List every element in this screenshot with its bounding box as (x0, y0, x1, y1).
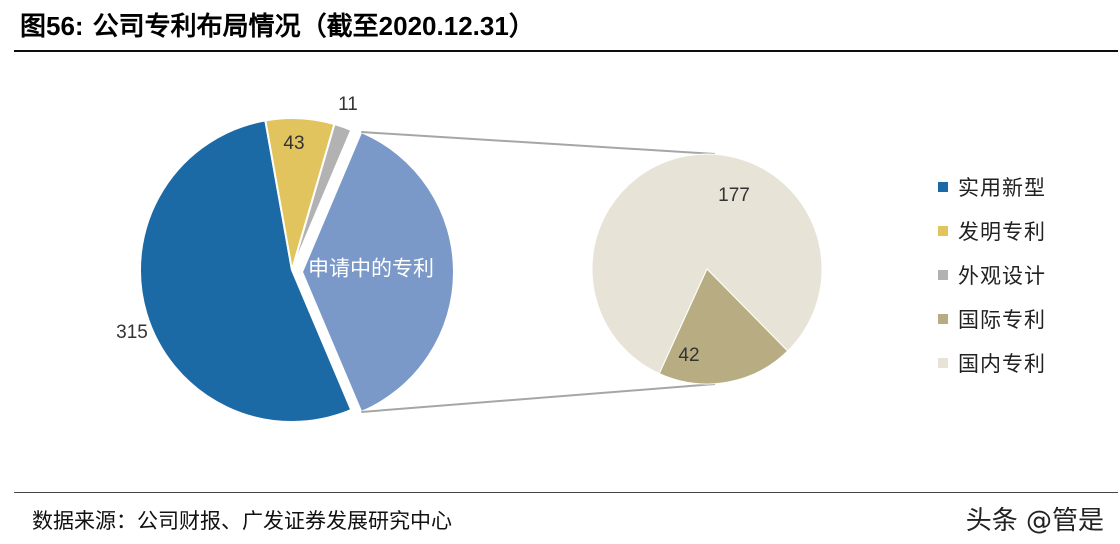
sub-pie-slice (658, 268, 789, 385)
main-pie-slice (139, 119, 353, 424)
legend-item: 外观设计 (938, 253, 1046, 297)
title-divider (14, 50, 1118, 52)
main-pie-label: 申请中的专利 (308, 258, 434, 281)
main-pie-slice (291, 122, 353, 271)
legend-item: 实用新型 (938, 165, 1046, 209)
figure-date: 2020.12.31 (378, 11, 509, 41)
figure-title: 图56: 公司专利布局情况（截至2020.12.31） (20, 2, 535, 50)
legend-swatch (938, 270, 948, 280)
legend-item: 国际专利 (938, 297, 1046, 341)
connector-line (361, 383, 716, 413)
legend-label: 国内专利 (958, 352, 1046, 376)
legend-swatch (938, 226, 948, 236)
figure-title-suffix: ） (508, 12, 535, 42)
sub-pie-slice (591, 153, 823, 375)
legend-label: 实用新型 (958, 176, 1046, 200)
chart-legend: 实用新型 发明专利 外观设计 国际专利 国内专利 (938, 165, 1046, 385)
legend-label: 发明专利 (958, 220, 1046, 244)
sub-pie-label: 42 (678, 345, 699, 366)
figure-number: 56: (46, 11, 84, 41)
data-source-note: 数据来源：公司财报、广发证券发展研究中心 (32, 509, 452, 533)
legend-label: 国际专利 (958, 308, 1046, 332)
legend-swatch (938, 182, 948, 192)
main-pie-label: 11 (338, 94, 358, 115)
connector-line (361, 131, 716, 155)
main-pie-slice (300, 130, 455, 414)
legend-swatch (938, 314, 948, 324)
legend-swatch (938, 358, 948, 368)
figure-prefix: 图 (20, 12, 47, 42)
figure-title-text: 公司专利布局情况（截至 (92, 12, 379, 42)
legend-item: 国内专利 (938, 341, 1046, 385)
legend-label: 外观设计 (958, 264, 1046, 288)
watermark: 头条 @管是 (965, 506, 1104, 536)
source-divider (14, 492, 1118, 493)
main-pie-label: 315 (116, 322, 148, 343)
main-pie-label: 43 (283, 133, 304, 154)
sub-pie-label: 177 (718, 185, 750, 206)
legend-item: 发明专利 (938, 209, 1046, 253)
